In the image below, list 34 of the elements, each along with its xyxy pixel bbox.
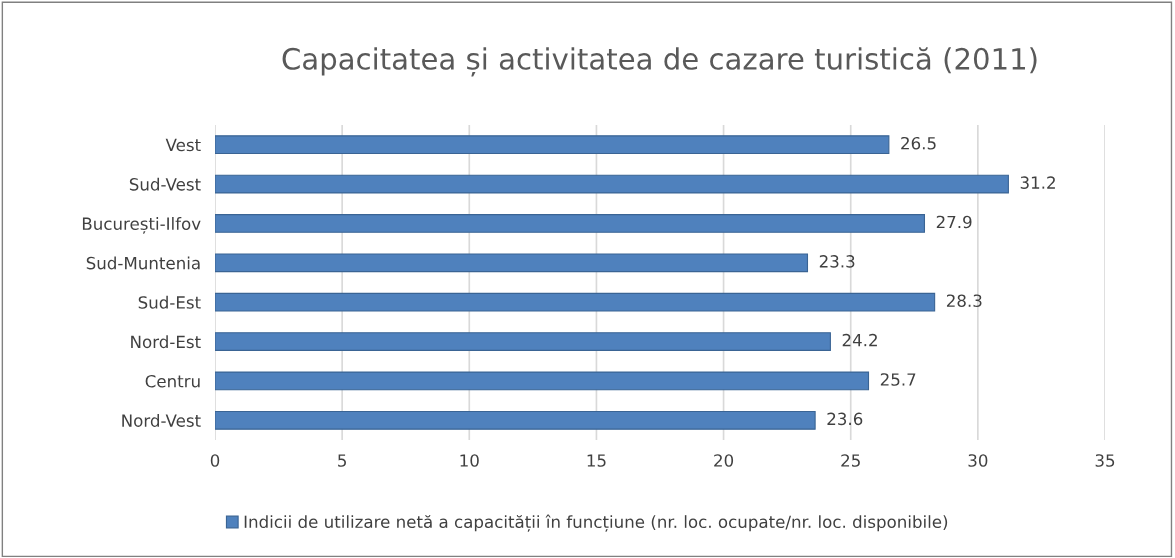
y-tick-label: Centru [145,374,200,388]
y-tick-label: Vest [165,138,201,152]
bar [215,410,816,430]
data-label: 23.6 [827,412,863,426]
bar [215,174,1009,194]
data-label: 31.2 [1020,176,1055,189]
y-tick-label: Nord-Vest [122,413,201,427]
y-tick-label: Sud-Muntenia [86,256,200,270]
data-label: 24.2 [842,333,877,347]
data-label: 27.9 [936,215,972,229]
x-tick-label: 20 [714,454,734,467]
bar [215,214,926,233]
x-tick-label: 10 [460,454,479,467]
x-tick-label: 0 [210,454,220,467]
x-tick-label: 5 [338,454,346,467]
data-label: 23.3 [819,255,855,268]
bar [215,332,831,351]
x-tick-label: 15 [587,454,606,467]
bar [215,371,870,391]
data-label: 28.3 [946,294,982,308]
bar [215,253,809,273]
chart-title: Capacitatea și activitatea de cazare turistică (2011) [282,47,1037,77]
bar [215,292,936,312]
data-label: 26.5 [901,136,936,150]
x-tick-label: 30 [968,454,988,467]
y-tick-label: București-Ilfov [82,217,201,234]
x-tick-label: 35 [1095,454,1115,467]
bar [215,135,890,155]
y-tick-label: Nord-Est [131,335,201,349]
data-label: 25.7 [880,373,916,386]
y-tick-label: Sud-Vest [129,177,201,191]
y-tick-label: Sud-Est [138,295,201,309]
x-tick-label: 25 [841,454,860,467]
legend-label: Indicii de utilizare netă a capacității în funcțiune (nr. loc. ocupate/nr. loc. disponibile) [244,514,948,532]
